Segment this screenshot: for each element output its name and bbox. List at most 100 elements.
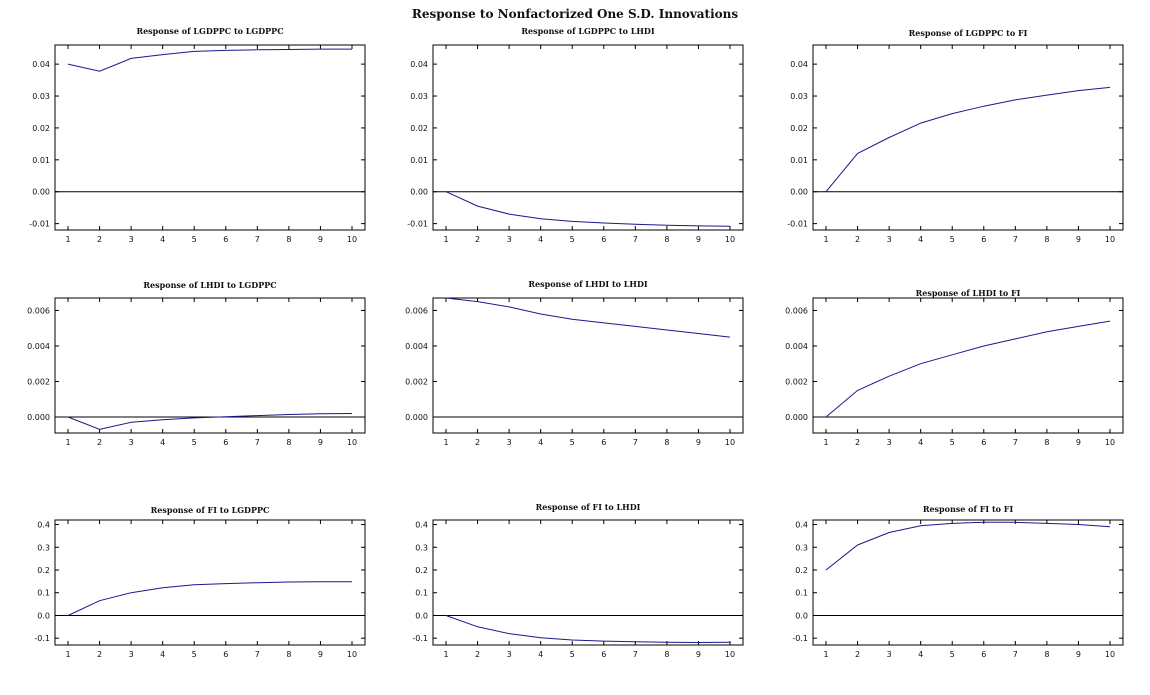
y-tick-label: 0.2 — [415, 566, 428, 575]
y-tick-label: 0.004 — [785, 342, 808, 351]
y-tick-label: 0.1 — [37, 589, 50, 598]
x-tick-label: 8 — [286, 235, 291, 244]
y-tick-label: 0.4 — [415, 521, 428, 530]
y-tick-label: 0.04 — [410, 60, 428, 69]
x-tick-label: 2 — [97, 650, 102, 659]
y-tick-label: 0.04 — [32, 60, 50, 69]
y-tick-label: 0.002 — [785, 377, 808, 386]
response-line — [67, 48, 352, 72]
irf-panel-2: Response of LGDPPC to LHDI -0.01 0.00 0.01 0… — [407, 26, 744, 244]
response-line — [825, 320, 1111, 418]
x-tick-label: 7 — [633, 650, 638, 659]
x-tick-label: 7 — [1013, 235, 1018, 244]
panel-title: Response of FI to LHDI — [536, 502, 641, 512]
x-tick-label: 5 — [570, 235, 575, 244]
plot-frame — [54, 519, 366, 646]
y-tick-label: 0.2 — [795, 566, 808, 575]
y-tick-label: 0.4 — [37, 521, 50, 530]
panel-title: Response of LGDPPC to LGDPPC — [136, 26, 283, 36]
x-tick-label: 5 — [192, 235, 197, 244]
response-line — [67, 581, 352, 616]
x-tick-label: 5 — [570, 438, 575, 447]
x-tick-label: 3 — [129, 438, 134, 447]
x-tick-label: 10 — [347, 235, 357, 244]
x-tick-label: 8 — [1044, 438, 1049, 447]
x-tick-label: 10 — [725, 235, 735, 244]
y-tick-label: -0.1 — [792, 634, 808, 643]
x-tick-label: 7 — [255, 650, 260, 659]
x-tick-label: 7 — [633, 438, 638, 447]
x-tick-label: 6 — [981, 438, 986, 447]
x-tick-label: 10 — [347, 650, 357, 659]
y-tick-label: 0.0 — [415, 611, 428, 620]
y-tick-label: 0.0 — [795, 611, 808, 620]
x-tick-label: 4 — [538, 438, 543, 447]
x-tick-label: 8 — [286, 650, 291, 659]
y-tick-label: 0.3 — [795, 543, 808, 552]
panel-title: Response of LGDPPC to FI — [909, 28, 1028, 38]
x-tick-label: 5 — [950, 438, 955, 447]
x-tick-label: 8 — [664, 650, 669, 659]
x-tick-label: 9 — [1076, 235, 1081, 244]
y-tick-label: 0.04 — [790, 60, 808, 69]
response-line — [445, 297, 731, 338]
y-tick-label: 0.2 — [37, 566, 50, 575]
x-tick-label: 8 — [286, 438, 291, 447]
x-tick-label: 4 — [160, 438, 165, 447]
x-tick-label: 7 — [255, 438, 260, 447]
y-tick-label: 0.00 — [790, 188, 808, 197]
y-tick-label: 0.00 — [410, 188, 428, 197]
x-tick-label: 4 — [538, 235, 543, 244]
x-tick-label: 6 — [223, 235, 228, 244]
y-tick-label: 0.02 — [790, 124, 808, 133]
plot-frame — [812, 297, 1124, 434]
x-tick-label: 4 — [160, 650, 165, 659]
y-tick-label: 0.002 — [27, 377, 50, 386]
y-tick-label: 0.01 — [410, 156, 428, 165]
x-tick-label: 2 — [97, 438, 102, 447]
x-tick-label: 1 — [65, 235, 70, 244]
x-tick-label: 1 — [823, 235, 828, 244]
x-tick-label: 5 — [192, 650, 197, 659]
x-tick-label: 9 — [696, 438, 701, 447]
x-tick-label: 2 — [475, 438, 480, 447]
x-tick-label: 7 — [633, 235, 638, 244]
panel-title: Response of LHDI to LGDPPC — [143, 280, 276, 290]
response-line — [67, 413, 353, 430]
y-tick-label: 0.000 — [27, 413, 50, 422]
x-tick-label: 10 — [1105, 438, 1115, 447]
x-tick-label: 9 — [1076, 650, 1081, 659]
irf-panel-6: Response of LHDI to FI 0.000 0.002 0.004 0.0… — [785, 288, 1124, 447]
y-tick-label: 0.01 — [32, 156, 50, 165]
x-tick-label: 4 — [538, 650, 543, 659]
response-line — [445, 615, 731, 644]
x-tick-label: 9 — [696, 650, 701, 659]
x-tick-label: 4 — [918, 438, 923, 447]
x-tick-label: 10 — [347, 438, 357, 447]
y-tick-label: 0.4 — [795, 521, 808, 530]
plot-frame — [812, 44, 1124, 231]
x-tick-label: 1 — [443, 438, 448, 447]
x-tick-label: 1 — [443, 235, 448, 244]
x-tick-label: 1 — [823, 650, 828, 659]
x-tick-label: 1 — [823, 438, 828, 447]
plot-frame — [432, 297, 744, 434]
response-line — [825, 86, 1111, 193]
panel-grid: Response of LGDPPC to LGDPPC -0.01 0.00 0.0… — [27, 26, 1124, 659]
x-tick-label: 6 — [601, 438, 606, 447]
x-tick-label: 5 — [570, 650, 575, 659]
y-tick-label: -0.01 — [29, 220, 50, 229]
x-tick-label: 3 — [129, 235, 134, 244]
irf-panel-3: Response of LGDPPC to FI -0.01 0.00 0.01 0.0… — [787, 28, 1124, 244]
y-tick-label: 0.02 — [32, 124, 50, 133]
y-tick-label: 0.01 — [790, 156, 808, 165]
x-tick-label: 3 — [887, 438, 892, 447]
x-tick-label: 3 — [507, 650, 512, 659]
panel-title: Response of FI to FI — [923, 504, 1014, 514]
x-tick-label: 2 — [97, 235, 102, 244]
x-tick-label: 7 — [1013, 438, 1018, 447]
x-tick-label: 9 — [318, 650, 323, 659]
plot-frame — [54, 297, 366, 434]
y-tick-label: -0.1 — [412, 634, 428, 643]
irf-panel-8: Response of FI to LHDI -0.1 0.0 0.1 0.2 0.3 0.… — [412, 502, 744, 659]
